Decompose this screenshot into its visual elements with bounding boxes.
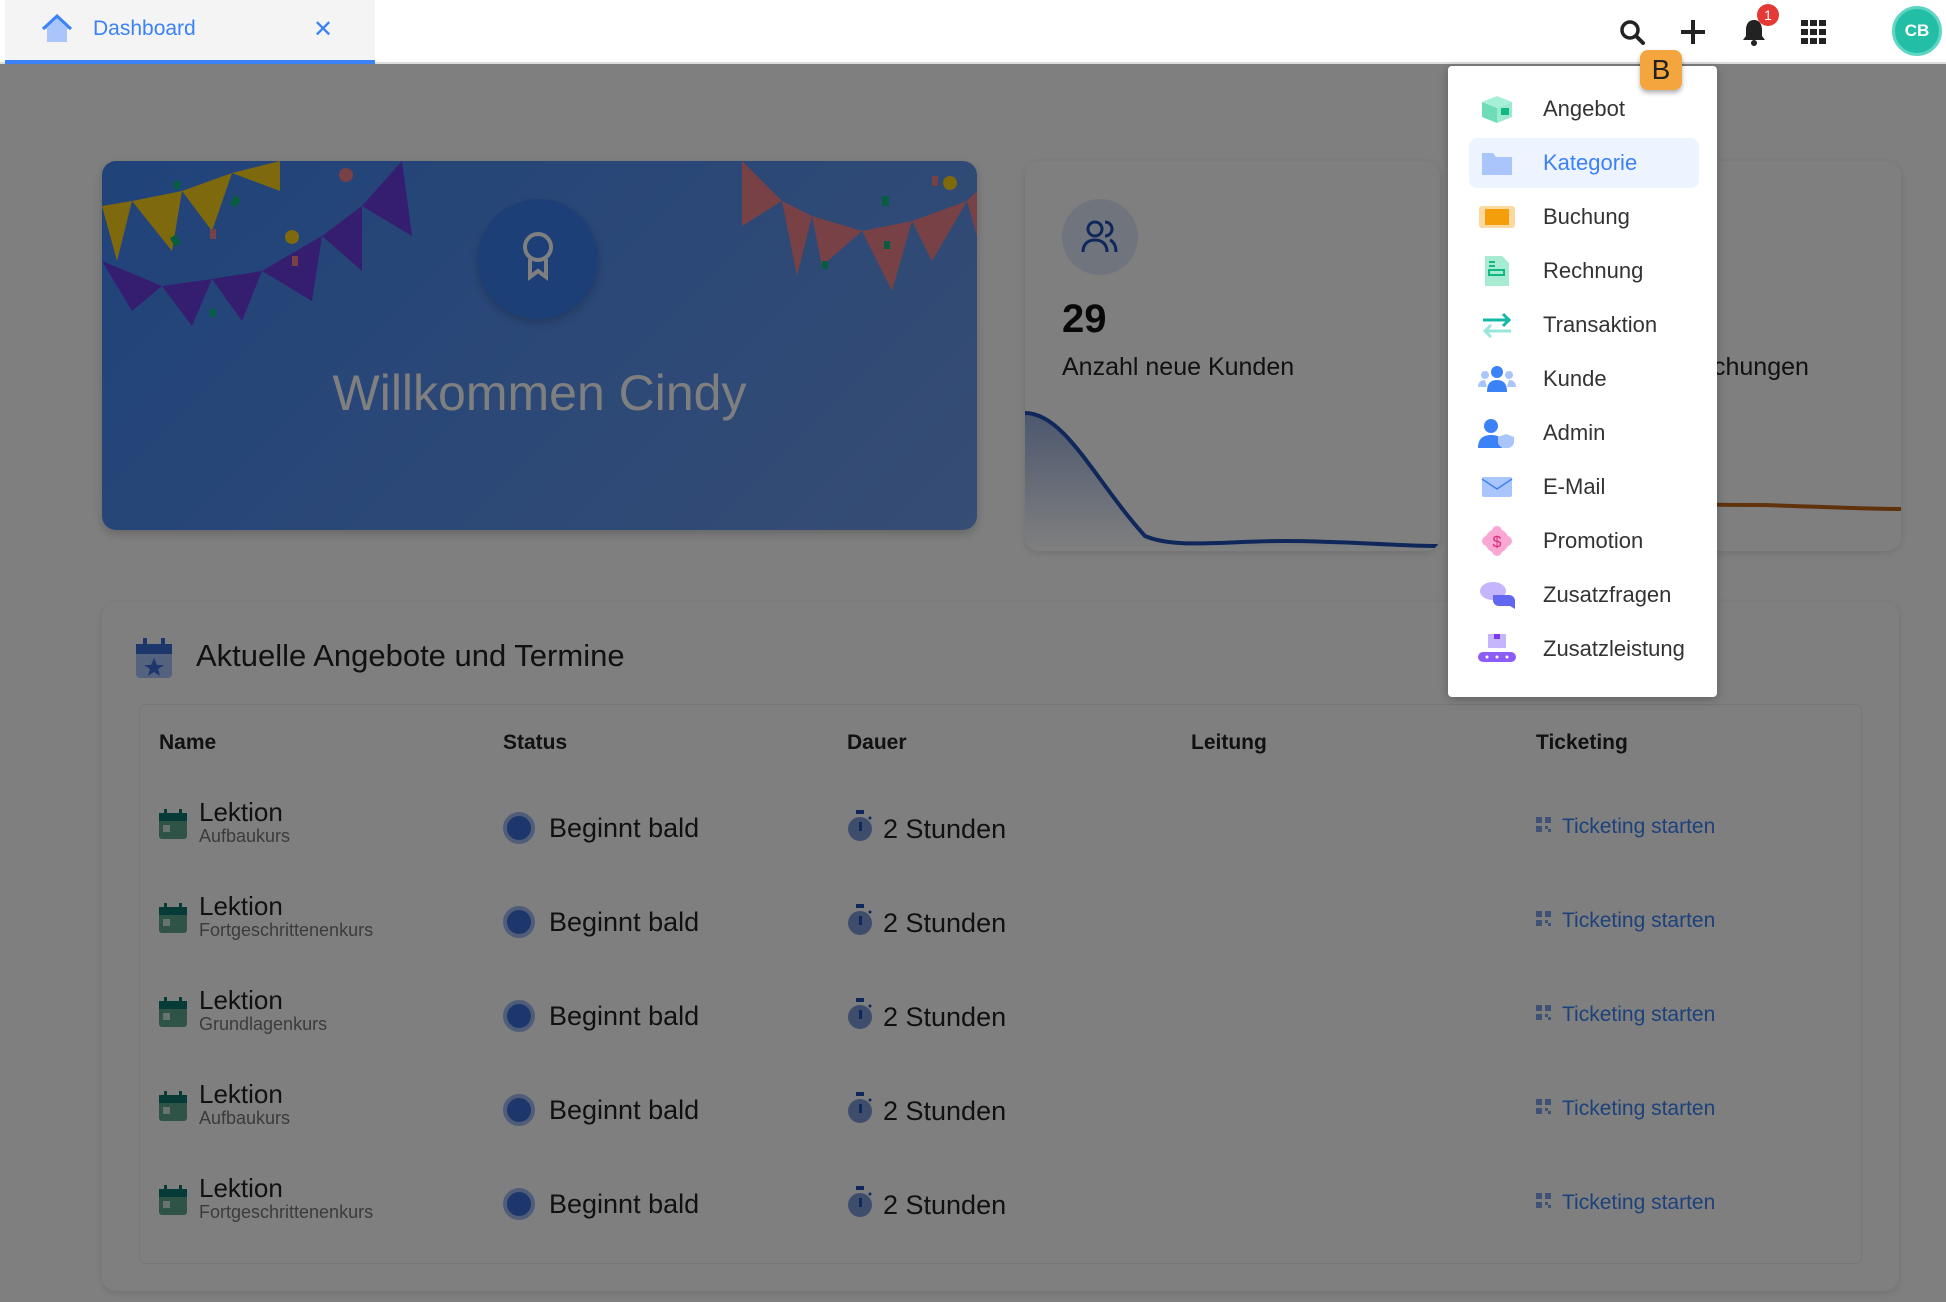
menu-item-label: Kategorie: [1543, 150, 1638, 175]
menu-item-label: Rechnung: [1543, 258, 1644, 283]
conveyor-icon: [1477, 632, 1517, 666]
folder-icon: [1477, 146, 1517, 180]
close-icon[interactable]: ✕: [313, 16, 334, 43]
menu-item-label: Kunde: [1543, 366, 1607, 391]
box-icon: [1477, 92, 1517, 126]
apps-grid-icon[interactable]: [1796, 14, 1832, 50]
menu-item-label: Promotion: [1543, 528, 1644, 553]
transfer-icon: [1477, 308, 1517, 342]
svg-text:$: $: [1493, 534, 1502, 551]
menu-item-zusatzleistung[interactable]: Zusatzleistung: [1469, 624, 1699, 674]
menu-item-label: Transaktion: [1543, 312, 1658, 337]
avatar[interactable]: CB: [1892, 6, 1942, 56]
tab-label: Dashboard: [93, 17, 196, 40]
menu-item-label: Admin: [1543, 420, 1606, 445]
tab-dashboard[interactable]: Dashboard ✕: [5, 0, 375, 64]
bell-icon[interactable]: [1736, 14, 1772, 50]
create-menu: Angebot Kategorie Buchung Rechnung Transakti…: [1448, 66, 1717, 697]
menu-item-angebot[interactable]: Angebot: [1469, 84, 1699, 134]
home-icon: [41, 13, 73, 49]
admin-icon: [1477, 416, 1517, 450]
users-icon: [1477, 362, 1517, 396]
search-icon[interactable]: [1614, 14, 1650, 50]
top-bar: Dashboard ✕ 1 CB: [0, 0, 1946, 64]
menu-item-label: Zusatzfragen: [1543, 582, 1672, 607]
menu-item-label: E-Mail: [1543, 474, 1606, 499]
menu-item-label: Buchung: [1543, 204, 1630, 229]
invoice-icon: [1477, 254, 1517, 288]
plus-icon[interactable]: [1675, 14, 1711, 50]
mail-icon: [1477, 470, 1517, 504]
menu-item-buchung[interactable]: Buchung: [1469, 192, 1699, 242]
keyboard-hint-badge: B: [1640, 50, 1682, 90]
menu-item-admin[interactable]: Admin: [1469, 408, 1699, 458]
menu-item-e-mail[interactable]: E-Mail: [1469, 462, 1699, 512]
notification-badge: 1: [1757, 4, 1779, 26]
chat-icon: [1477, 578, 1517, 612]
menu-item-promotion[interactable]: $ Promotion: [1469, 516, 1699, 566]
menu-item-zusatzfragen[interactable]: Zusatzfragen: [1469, 570, 1699, 620]
menu-item-label: Angebot: [1543, 96, 1625, 121]
menu-item-rechnung[interactable]: Rechnung: [1469, 246, 1699, 296]
menu-item-kategorie[interactable]: Kategorie: [1469, 138, 1699, 188]
menu-item-transaktion[interactable]: Transaktion: [1469, 300, 1699, 350]
menu-item-kunde[interactable]: Kunde: [1469, 354, 1699, 404]
menu-item-label: Zusatzleistung: [1543, 636, 1685, 661]
promotion-icon: $: [1477, 524, 1517, 558]
ticket-icon: [1477, 200, 1517, 234]
